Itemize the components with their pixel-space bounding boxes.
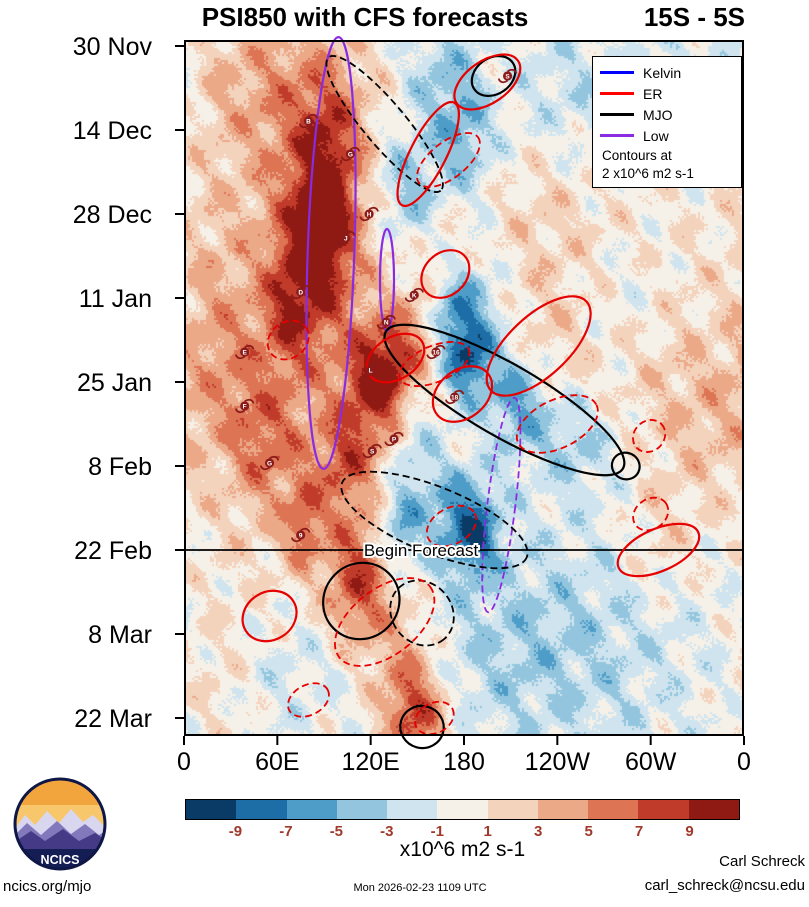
colorbar-tick-label: 5 (584, 823, 593, 840)
legend-item-kelvin: Kelvin (600, 62, 737, 83)
kelvin-line-sample (600, 71, 634, 74)
colorbar-segment (638, 800, 689, 819)
colorbar-segment (387, 800, 438, 819)
x-tick-label: 120W (525, 748, 591, 776)
legend-note-line1: Contours at (602, 148, 672, 163)
colorbar-tick-label: 1 (483, 823, 492, 840)
er-line-sample (600, 92, 634, 95)
website-link[interactable]: ncics.org/mjo (3, 878, 92, 895)
logo-ring (13, 777, 107, 871)
colorbar (185, 799, 740, 820)
colorbar-tick-label: -5 (329, 823, 344, 840)
x-tick-label: 120E (341, 748, 399, 776)
y-tick-label: 22 Feb (74, 537, 152, 565)
legend-item-label: Kelvin (643, 64, 682, 81)
page-title: PSI850 with CFS forecasts (201, 2, 529, 32)
colorbar-segment (186, 800, 237, 819)
colorbar-tick-label: 3 (534, 823, 543, 840)
colorbar-segment (236, 800, 287, 819)
mjo-line-sample (600, 113, 634, 116)
logo-front-mountains (14, 829, 106, 855)
y-tick-label: 8 Mar (88, 621, 152, 649)
colorbar-tick-labels: -9 -7 -5 -3 -1 1 3 5 7 9 (185, 823, 740, 840)
colorbar-tick-label: 9 (685, 823, 694, 840)
colorbar-segment (437, 800, 488, 819)
x-tick-label: 60W (625, 748, 677, 776)
legend-item-low: Low (600, 125, 737, 146)
y-tick-label: 25 Jan (77, 369, 152, 397)
logo-text: NCICS (41, 853, 80, 867)
colorbar-tick-label: -7 (279, 823, 293, 840)
x-tick-label: 0 (177, 748, 191, 776)
low-line-sample (600, 134, 634, 137)
x-tick-label: 60E (255, 748, 299, 776)
colorbar-tick-label: -9 (228, 823, 243, 840)
y-tick-label: 14 Dec (73, 117, 152, 145)
colorbar-segment (537, 800, 589, 819)
legend-item-label: ER (643, 85, 663, 102)
y-tick-label: 28 Dec (73, 201, 152, 229)
colorbar-tick-label: 7 (634, 823, 644, 840)
logo-sky-glow (14, 805, 106, 827)
y-tick-label: 22 Mar (74, 705, 152, 733)
colorbar-tick-label: -1 (430, 823, 444, 840)
colorbar-segment (286, 800, 337, 819)
legend-item-label: Low (643, 127, 669, 144)
y-tick-label: 11 Jan (79, 285, 152, 313)
x-tick-label: 0 (737, 748, 751, 776)
timestamp: Mon 2026-02-23 1109 UTC (353, 882, 487, 894)
legend-items: Kelvin ER MJO Low (600, 62, 737, 146)
colorbar-tick-label: -3 (380, 823, 394, 840)
legend-item-mjo: MJO (600, 104, 737, 125)
colorbar-segment (487, 800, 538, 819)
colorbar-units-label: x10^6 m2 s-1 (399, 838, 526, 861)
legend-note-line2: 2 x10^6 m2 s-1 (602, 166, 694, 181)
legend-item-er: ER (600, 83, 737, 104)
latitude-band-label: 15S - 5S (643, 2, 745, 32)
y-tick-label: 8 Feb (88, 453, 152, 481)
colorbar-segment (688, 800, 739, 819)
y-tick-label: 30 Nov (73, 33, 153, 61)
legend-box: Kelvin ER MJO Low Contours at 2 x10^6 m2 s-… (592, 56, 742, 188)
x-tick-label: 180 (443, 748, 485, 776)
colorbar-segment (336, 800, 388, 819)
ncics-logo[interactable]: NCICS (13, 777, 107, 871)
author-name: Carl Schreck (719, 853, 805, 870)
colorbar-segment (588, 800, 639, 819)
legend-item-label: MJO (643, 106, 673, 123)
author-email[interactable]: carl_schreck@ncsu.edu (644, 877, 805, 894)
